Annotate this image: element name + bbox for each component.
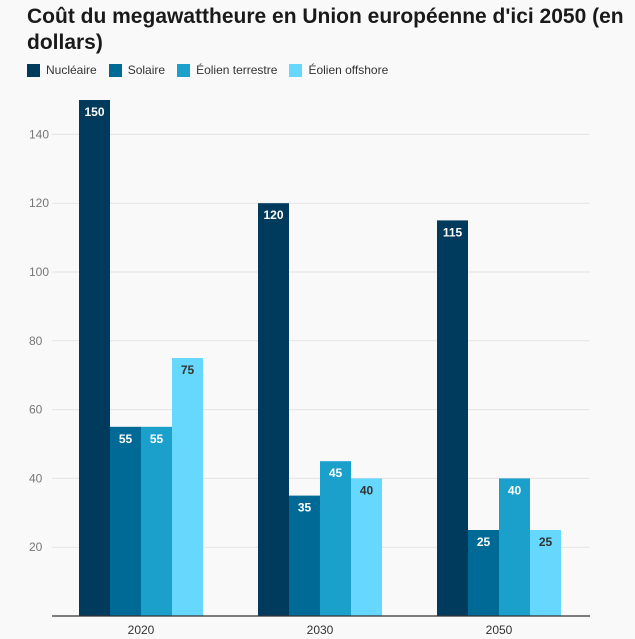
y-tick-label: 80	[29, 334, 43, 348]
bar	[468, 530, 499, 616]
bar	[437, 220, 468, 616]
legend-swatch	[108, 63, 122, 77]
y-tick-label: 20	[29, 540, 43, 554]
bar-value-label: 35	[298, 501, 312, 515]
legend-swatch	[177, 63, 191, 77]
legend-label: Nucléaire	[46, 63, 97, 77]
legend-item: Nucléaire	[27, 63, 97, 77]
bar-value-label: 75	[181, 363, 195, 377]
y-tick-label: 100	[29, 265, 49, 279]
legend-label: Éolien terrestre	[196, 63, 278, 77]
bar	[530, 530, 561, 616]
bar	[320, 461, 351, 616]
bar-value-label: 25	[539, 535, 553, 549]
y-tick-label: 140	[29, 127, 49, 141]
bar	[499, 478, 530, 616]
bar	[258, 203, 289, 616]
legend-item: Éolien terrestre	[177, 63, 277, 77]
y-tick-label: 120	[29, 196, 49, 210]
bar-value-label: 115	[443, 225, 463, 239]
legend-swatch	[27, 63, 40, 77]
y-tick-label: 40	[29, 471, 43, 485]
x-category-label: 2050	[486, 623, 513, 637]
legend-label: Solaire	[127, 63, 166, 77]
bar-value-label: 40	[360, 483, 374, 497]
legend-item: Éolien offshore	[289, 63, 388, 77]
legend-item: Solaire	[108, 63, 166, 77]
x-category-label: 2020	[128, 623, 155, 637]
legend-swatch	[289, 63, 303, 77]
bar-value-label: 55	[119, 432, 133, 446]
bar-value-label: 120	[263, 208, 283, 222]
bar	[289, 495, 320, 616]
y-tick-label: 60	[29, 403, 43, 417]
bar-value-label: 55	[150, 432, 164, 446]
bar	[172, 358, 203, 616]
bar-value-label: 45	[329, 466, 343, 480]
bar	[79, 100, 110, 616]
bar-value-label: 40	[508, 483, 522, 497]
bar-value-label: 25	[477, 535, 491, 549]
x-category-label: 2030	[307, 623, 334, 637]
bar	[110, 426, 141, 616]
bar-value-label: 150	[84, 105, 104, 119]
chart-title: Coût du megawattheure en Union européenn…	[27, 5, 624, 54]
bar	[351, 478, 382, 616]
bar	[141, 426, 172, 616]
legend-label: Éolien offshore	[308, 63, 389, 77]
chart-legend: Nucléaire Solaire Éolien terrestre Éolien o…	[27, 63, 388, 77]
